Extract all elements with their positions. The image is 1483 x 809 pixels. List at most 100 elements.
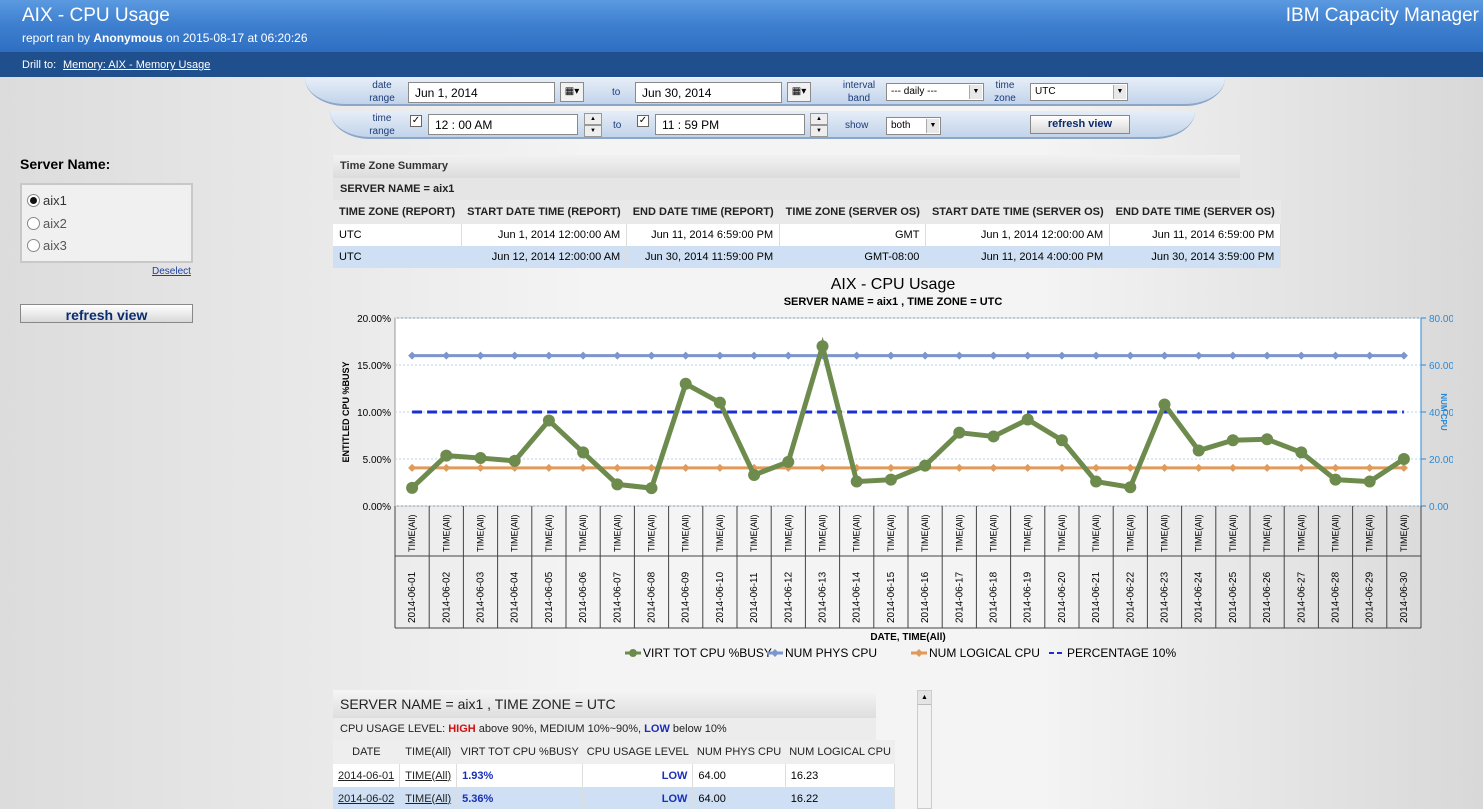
spinner-down-icon[interactable]: ▼ (810, 125, 828, 137)
data-point (476, 351, 485, 360)
time-link[interactable]: TIME(All) (405, 792, 452, 805)
data-point (955, 351, 964, 360)
data-point (510, 351, 519, 360)
detail-table-panel: SERVER NAME = aix1 , TIME ZONE = UTC CPU… (333, 690, 896, 809)
table-row: UTC Jun 1, 2014 12:00:00 AM Jun 11, 2014… (333, 224, 1282, 246)
time-link[interactable]: TIME(All) (405, 769, 452, 782)
date-to-label: to (612, 87, 621, 98)
data-point (681, 351, 690, 360)
x-tick-label: 2014-06-08 (647, 571, 658, 623)
timezone-label-line2: zone (994, 93, 1016, 104)
chart-subtitle: SERVER NAME = aix1 , TIME ZONE = UTC (784, 296, 1003, 308)
drill-memory-link[interactable]: Memory: AIX - Memory Usage (63, 59, 211, 71)
y2-tick-label: 20.00 (1429, 455, 1453, 466)
summary-col-header: START DATE TIME (REPORT) (461, 200, 627, 224)
show-select[interactable]: both ▼ (886, 117, 941, 135)
filter-bar-times: time range ✓ 12 : 00 AM ▲ ▼ to ✓ 11 : 59 P… (330, 111, 1195, 139)
time-zone-select[interactable]: UTC ▼ (1030, 83, 1128, 101)
table-cell: Jun 30, 2014 3:59:00 PM (1109, 246, 1282, 268)
data-point (647, 351, 656, 360)
table-cell: Jun 11, 2014 6:59:00 PM (626, 224, 781, 246)
calendar-to-icon[interactable]: ▦▾ (787, 82, 811, 102)
spinner-down-icon[interactable]: ▼ (584, 125, 602, 137)
table-cell: 64.00 (692, 787, 786, 809)
x-time-label: TIME(All) (544, 515, 554, 553)
radio-icon[interactable] (27, 239, 40, 252)
table-cell: 16.22 (785, 787, 896, 809)
x-time-label: TIME(All) (1228, 515, 1238, 553)
x-tick-label: 2014-06-18 (989, 571, 1000, 623)
interval-label-line1: interval (842, 80, 876, 91)
x-tick-label: 2014-06-09 (681, 571, 692, 623)
data-point (613, 463, 622, 472)
data-point (1124, 481, 1137, 494)
x-time-label: TIME(All) (852, 515, 862, 553)
x-tick-label: 2014-06-30 (1399, 571, 1410, 623)
x-time-label: TIME(All) (441, 515, 451, 553)
detail-scrollbar[interactable]: ▲ (917, 690, 932, 809)
server-radio-aix1[interactable]: aix1 (27, 193, 67, 208)
data-point (442, 463, 451, 472)
time-to-checkbox[interactable]: ✓ (637, 115, 649, 127)
server-list: aix1 aix2 aix3 (20, 183, 193, 263)
data-point (1263, 351, 1272, 360)
time-from-input[interactable]: 12 : 00 AM (428, 114, 578, 135)
data-point (884, 473, 897, 486)
data-point (1297, 351, 1306, 360)
x-tick-label: 2014-06-06 (578, 571, 589, 623)
interval-band-select[interactable]: --- daily --- ▼ (886, 83, 984, 101)
server-radio-aix3[interactable]: aix3 (27, 238, 67, 253)
table-cell: Jun 11, 2014 6:59:00 PM (1109, 224, 1282, 246)
subtitle-suffix: on 2015-08-17 at 06:20:26 (162, 31, 308, 45)
table-cell: Jun 1, 2014 12:00:00 AM (461, 224, 628, 246)
time-from-checkbox[interactable]: ✓ (410, 115, 422, 127)
radio-icon[interactable] (27, 217, 40, 230)
detail-col-header: NUM PHYS CPU (692, 740, 786, 764)
x-time-label: TIME(All) (612, 515, 622, 553)
chevron-down-icon: ▼ (1113, 85, 1126, 99)
x-tick-label: 2014-06-07 (612, 571, 623, 623)
data-point (613, 351, 622, 360)
x-time-label: TIME(All) (476, 515, 486, 553)
refresh-view-button-sidebar[interactable]: refresh view (20, 304, 193, 323)
time-from-spinner[interactable]: ▲ ▼ (584, 113, 602, 137)
date-link[interactable]: 2014-06-02 (338, 792, 395, 805)
data-point (816, 340, 829, 353)
spinner-up-icon[interactable]: ▲ (810, 113, 828, 125)
date-from-input[interactable]: Jun 1, 2014 (408, 82, 555, 103)
data-point (989, 351, 998, 360)
report-title: AIX - CPU Usage (22, 5, 170, 26)
data-point (1228, 351, 1237, 360)
x-tick-label: 2014-06-05 (544, 571, 555, 623)
spinner-up-icon[interactable]: ▲ (584, 113, 602, 125)
subtitle-prefix: report ran by (22, 31, 94, 45)
date-to-input[interactable]: Jun 30, 2014 (635, 82, 782, 103)
y2-tick-label: 40.00 (1429, 408, 1453, 419)
interval-value: --- daily --- (891, 86, 938, 97)
scroll-up-icon[interactable]: ▲ (918, 691, 931, 705)
time-to-spinner[interactable]: ▲ ▼ (810, 113, 828, 137)
data-point (1055, 434, 1068, 447)
refresh-view-button-top[interactable]: refresh view (1030, 115, 1130, 134)
table-cell: 5.36% (456, 787, 584, 809)
summary-server: SERVER NAME = aix1 (333, 178, 1240, 200)
time-to-input[interactable]: 11 : 59 PM (655, 114, 805, 135)
radio-selected-icon[interactable] (27, 194, 40, 207)
detail-col-header: TIME(All) (399, 740, 457, 764)
time-range-label-line1: time (372, 113, 392, 124)
cpu-level-legend: CPU USAGE LEVEL: HIGH above 90%, MEDIUM … (333, 718, 876, 740)
date-link[interactable]: 2014-06-01 (338, 769, 395, 782)
data-point (1021, 413, 1034, 426)
cpu-usage-chart: AIX - CPU Usage SERVER NAME = aix1 , TIME… (341, 276, 1453, 660)
data-point (1194, 463, 1203, 472)
data-point (508, 454, 521, 467)
data-point (1261, 433, 1274, 446)
chevron-down-icon: ▼ (969, 85, 982, 99)
calendar-from-icon[interactable]: ▦▾ (560, 82, 584, 102)
data-point (440, 449, 453, 462)
server-radio-aix2[interactable]: aix2 (27, 216, 67, 231)
data-point (645, 482, 658, 495)
deselect-link[interactable]: Deselect (152, 266, 191, 277)
data-point (476, 463, 485, 472)
y-axis-label: ENTITLED CPU %BUSY (341, 361, 351, 462)
